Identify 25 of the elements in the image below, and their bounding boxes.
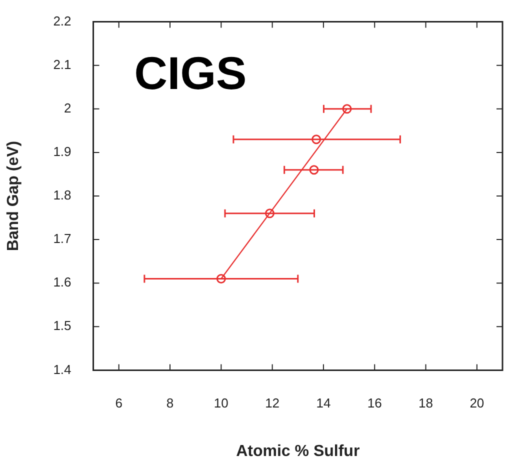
x-tick-label: 20 <box>470 396 484 411</box>
point <box>342 104 352 114</box>
y-axis-title: Band Gap (eV) <box>5 140 22 252</box>
x-tick-label: 10 <box>214 396 228 411</box>
point <box>265 208 274 218</box>
x-tick-label: 14 <box>316 396 331 411</box>
point <box>309 165 319 175</box>
y-tick-label: 2 <box>64 100 72 116</box>
x-tick-label: 18 <box>418 396 434 411</box>
annotation: CIGS <box>134 46 247 99</box>
y-tick-label: 2.2 <box>53 13 72 28</box>
y-tick-label: 1.7 <box>53 231 72 246</box>
x-axis-title: Atomic % Sulfur <box>236 442 360 460</box>
point <box>216 274 226 284</box>
y-tick-label: 2.1 <box>53 56 72 72</box>
y-tick-label: 1.5 <box>53 318 72 334</box>
x-tick-label: 16 <box>367 396 382 411</box>
y-tick-label: 1.4 <box>53 362 72 377</box>
x-tick-label: 6 <box>115 396 122 411</box>
y-tick-label: 1.9 <box>53 144 72 160</box>
y-tick-label: 1.6 <box>53 274 72 290</box>
x-tick-label: 12 <box>265 396 280 411</box>
y-tick-label: 1.8 <box>53 188 72 203</box>
x-tick-label: 8 <box>166 396 174 411</box>
point <box>312 134 322 144</box>
